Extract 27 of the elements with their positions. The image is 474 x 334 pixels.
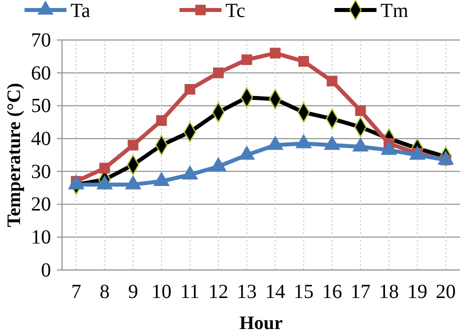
y-tick-label: 60 [31,62,51,84]
y-tick-label: 0 [41,259,51,282]
legend-label: Tm [380,0,409,22]
y-tick-label: 30 [31,160,51,183]
y-tick-label: 70 [31,29,51,52]
x-tick-label: 12 [208,281,228,304]
x-axis-title: Hour [239,313,284,334]
x-tick-label: 13 [236,281,257,304]
x-tick-label: 17 [350,281,370,304]
x-tick-label: 7 [71,281,82,304]
y-axis-title: Temperature (°C) [4,82,25,228]
y-tick-label: 50 [31,95,51,118]
x-tick-label: 11 [180,281,200,304]
legend-label: Ta [70,0,90,22]
y-tick-label: 10 [31,226,51,249]
x-tick-label: 10 [152,281,172,304]
x-tick-label: 16 [322,281,342,304]
y-tick-label: 20 [31,194,51,216]
y-tick-label: 40 [31,128,51,150]
x-tick-label: 15 [294,281,314,304]
x-tick-label: 14 [265,281,286,304]
x-tick-label: 20 [436,281,456,304]
x-tick-label: 8 [100,281,110,304]
x-tick-label: 9 [128,281,138,304]
legend-label: Tc [226,0,246,22]
x-tick-label: 19 [407,281,428,304]
x-tick-label: 18 [378,281,399,304]
